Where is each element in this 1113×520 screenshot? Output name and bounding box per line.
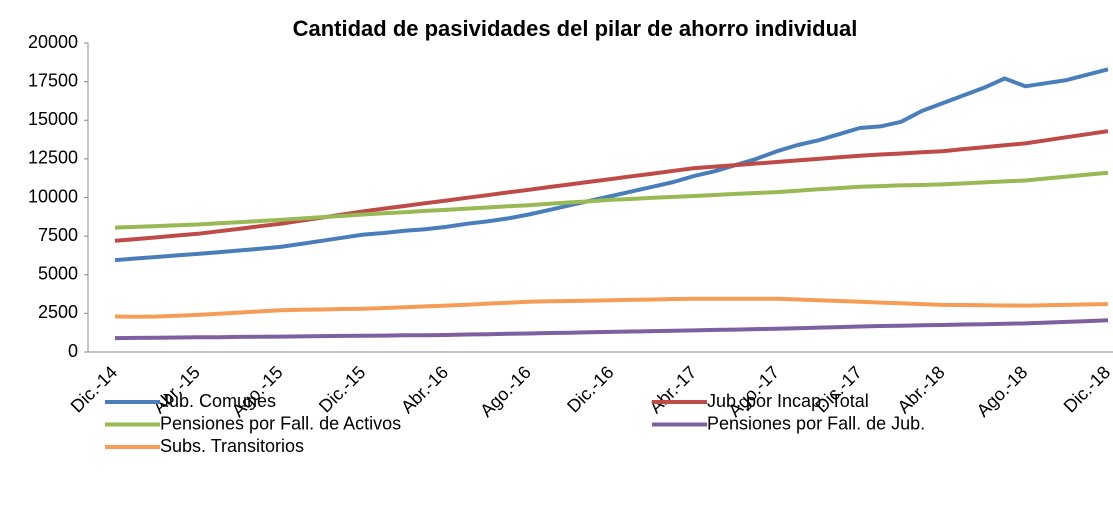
legend-label: Jub. por Incap. Total <box>707 391 869 411</box>
x-tick-label: Abr.-18 <box>893 362 948 417</box>
chart-title: Cantidad de pasividades del pilar de aho… <box>293 16 858 41</box>
y-tick-label: 15000 <box>28 109 78 129</box>
y-tick-label: 17500 <box>28 70 78 90</box>
x-tick-label: Dic.-14 <box>67 362 121 416</box>
x-tick-label: Dic.-18 <box>1060 362 1113 416</box>
x-tick-label: Dic.-16 <box>563 362 617 416</box>
legend-label: Jub. Comunes <box>160 391 276 411</box>
series-line <box>114 129 1109 243</box>
legend-label: Pensiones por Fall. de Jub. <box>707 413 925 433</box>
y-tick-label: 0 <box>68 341 78 361</box>
y-tick-label: 7500 <box>38 225 78 245</box>
x-tick-label: Abr.-16 <box>397 362 452 417</box>
x-tick-label: Ago.-18 <box>973 362 1032 421</box>
y-tick-label: 20000 <box>28 32 78 52</box>
series-line <box>114 318 1109 341</box>
legend-label: Pensiones por Fall. de Activos <box>160 413 401 433</box>
series-line <box>114 170 1109 230</box>
y-tick-label: 12500 <box>28 148 78 168</box>
x-tick-label: Abr.-17 <box>645 362 700 417</box>
legend-label: Subs. Transitorios <box>160 436 304 456</box>
x-tick-label: Dic.-15 <box>315 362 369 416</box>
y-tick-label: 10000 <box>28 186 78 206</box>
y-tick-label: 5000 <box>38 264 78 284</box>
x-tick-label: Ago.-16 <box>476 362 535 421</box>
y-tick-label: 2500 <box>38 302 78 322</box>
series-line <box>114 296 1109 319</box>
series-line <box>114 67 1109 263</box>
